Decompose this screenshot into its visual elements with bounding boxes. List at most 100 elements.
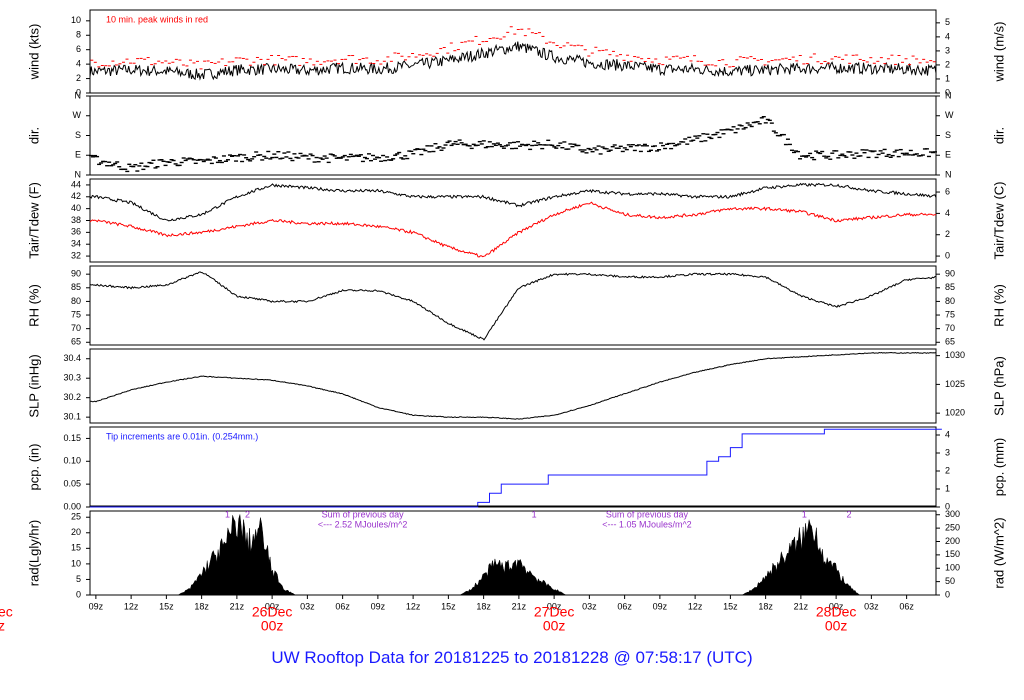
series-line-Tair <box>89 182 937 222</box>
y-tick-label: 6 <box>76 44 81 54</box>
y-tick-label: 5 <box>76 574 81 584</box>
panel-right-label: Tair/Tdew (C) <box>991 181 1006 259</box>
x-tick-label: 15z <box>441 601 456 611</box>
x-tick-label: 18z <box>476 601 491 611</box>
y-tick-label: 200 <box>945 536 960 546</box>
y-tick-label: 4 <box>945 208 950 218</box>
x-tick-label: 12z <box>406 601 421 611</box>
x-tick-label: 00z <box>547 601 562 611</box>
y-tick-label: 85 <box>945 282 955 292</box>
y-tick-label: 2 <box>945 229 950 239</box>
panel-left-label: pcp. (in) <box>26 444 41 491</box>
y-tick-label: S <box>75 130 81 140</box>
x-tick-label: 18z <box>758 601 773 611</box>
y-tick-label: 85 <box>71 282 81 292</box>
x-tick-label: 09z <box>89 601 104 611</box>
y-tick-label: 0 <box>945 501 950 511</box>
day-label-cut: ec <box>0 604 13 620</box>
y-tick-label: 65 <box>71 337 81 347</box>
x-tick-label: 03z <box>300 601 315 611</box>
y-tick-label: W <box>73 110 82 120</box>
x-tick-label: 09z <box>653 601 668 611</box>
y-tick-label: 20 <box>71 527 81 537</box>
day-label: 26Dec <box>252 604 292 620</box>
day-time-label: 00z <box>261 618 284 634</box>
y-tick-label: 4 <box>945 31 950 41</box>
y-tick-label: 1025 <box>945 379 965 389</box>
y-tick-label: 0.15 <box>63 433 81 443</box>
y-tick-label: S <box>945 130 951 140</box>
y-tick-label: 30.2 <box>63 392 81 402</box>
radiation-annotation: 1 <box>802 509 807 519</box>
x-tick-label: 06z <box>899 601 914 611</box>
y-tick-label: 1030 <box>945 350 965 360</box>
y-tick-label: 44 <box>71 179 81 189</box>
series-line-Tdew <box>89 201 937 258</box>
panel-right-label: RH (%) <box>991 284 1006 327</box>
x-tick-label: 03z <box>582 601 597 611</box>
y-tick-label: 15 <box>71 543 81 553</box>
panel-right-label: SLP (hPa) <box>991 356 1006 416</box>
y-tick-label: 75 <box>71 309 81 319</box>
y-tick-label: 25 <box>71 512 81 522</box>
panel-frame-temp <box>89 178 937 263</box>
x-tick-label: 15z <box>723 601 738 611</box>
y-tick-label: 3 <box>945 45 950 55</box>
panel-right-label: pcp. (mm) <box>991 438 1006 497</box>
y-tick-label: 0 <box>76 87 81 97</box>
x-tick-label: 00z <box>829 601 844 611</box>
y-tick-label: 0 <box>945 250 950 260</box>
y-tick-label: 6 <box>945 186 950 196</box>
x-tick-label: 12z <box>688 601 703 611</box>
y-tick-label: 90 <box>945 269 955 279</box>
y-tick-label: N <box>75 90 82 100</box>
y-tick-label: E <box>945 150 951 160</box>
series-line-wind <box>89 41 937 81</box>
y-tick-label: 2 <box>76 73 81 83</box>
day-time-label: 00z <box>543 618 566 634</box>
y-tick-label: 150 <box>945 549 960 559</box>
radiation-annotation: 2 <box>847 509 852 519</box>
x-tick-label: 09z <box>371 601 386 611</box>
y-tick-label: 0 <box>945 87 950 97</box>
y-tick-label: 0.00 <box>63 501 81 511</box>
x-tick-label: 18z <box>194 601 209 611</box>
y-tick-label: 5 <box>945 17 950 27</box>
panel-frame-rh <box>89 265 937 346</box>
y-tick-label: 8 <box>76 30 81 40</box>
radiation-annotation: <--- 1.05 MJoules/m^2 <box>602 519 692 529</box>
y-tick-label: 300 <box>945 509 960 519</box>
panel-left-label: Tair/Tdew (F) <box>26 182 41 259</box>
panel-frame-dir <box>89 95 937 176</box>
radiation-annotation: <--- 2.52 MJoules/m^2 <box>318 519 408 529</box>
y-tick-label: 250 <box>945 522 960 532</box>
day-label: 28Dec <box>816 604 856 620</box>
y-tick-label: 1020 <box>945 408 965 418</box>
y-tick-label: 0 <box>945 589 950 599</box>
y-tick-label: N <box>945 90 952 100</box>
y-tick-label: 4 <box>945 429 950 439</box>
panel-left-label: wind (kts) <box>26 24 41 81</box>
y-tick-label: 80 <box>71 296 81 306</box>
y-tick-label: N <box>75 169 82 179</box>
y-tick-label: 38 <box>71 215 81 225</box>
x-tick-label: 21z <box>230 601 245 611</box>
y-tick-label: 2 <box>945 59 950 69</box>
y-tick-label: 40 <box>71 203 81 213</box>
y-tick-label: 30.3 <box>63 373 81 383</box>
footer-title: UW Rooftop Data for 20181225 to 20181228… <box>271 648 753 667</box>
y-tick-label: 75 <box>945 309 955 319</box>
y-tick-label: 42 <box>71 191 81 201</box>
x-tick-label: 03z <box>864 601 879 611</box>
panel-annotation: Tip increments are 0.01in. (0.254mm.) <box>106 431 258 441</box>
panel-annotation: 10 min. peak winds in red <box>106 14 208 24</box>
panel-right-label: wind (m/s) <box>991 22 1006 83</box>
y-tick-label: 34 <box>71 239 81 249</box>
y-tick-label: 2 <box>945 465 950 475</box>
x-tick-label: 06z <box>617 601 632 611</box>
panel-frame-wind <box>89 9 937 94</box>
x-tick-label: 12z <box>124 601 139 611</box>
y-tick-label: 0.05 <box>63 479 81 489</box>
radiation-area <box>90 514 936 596</box>
